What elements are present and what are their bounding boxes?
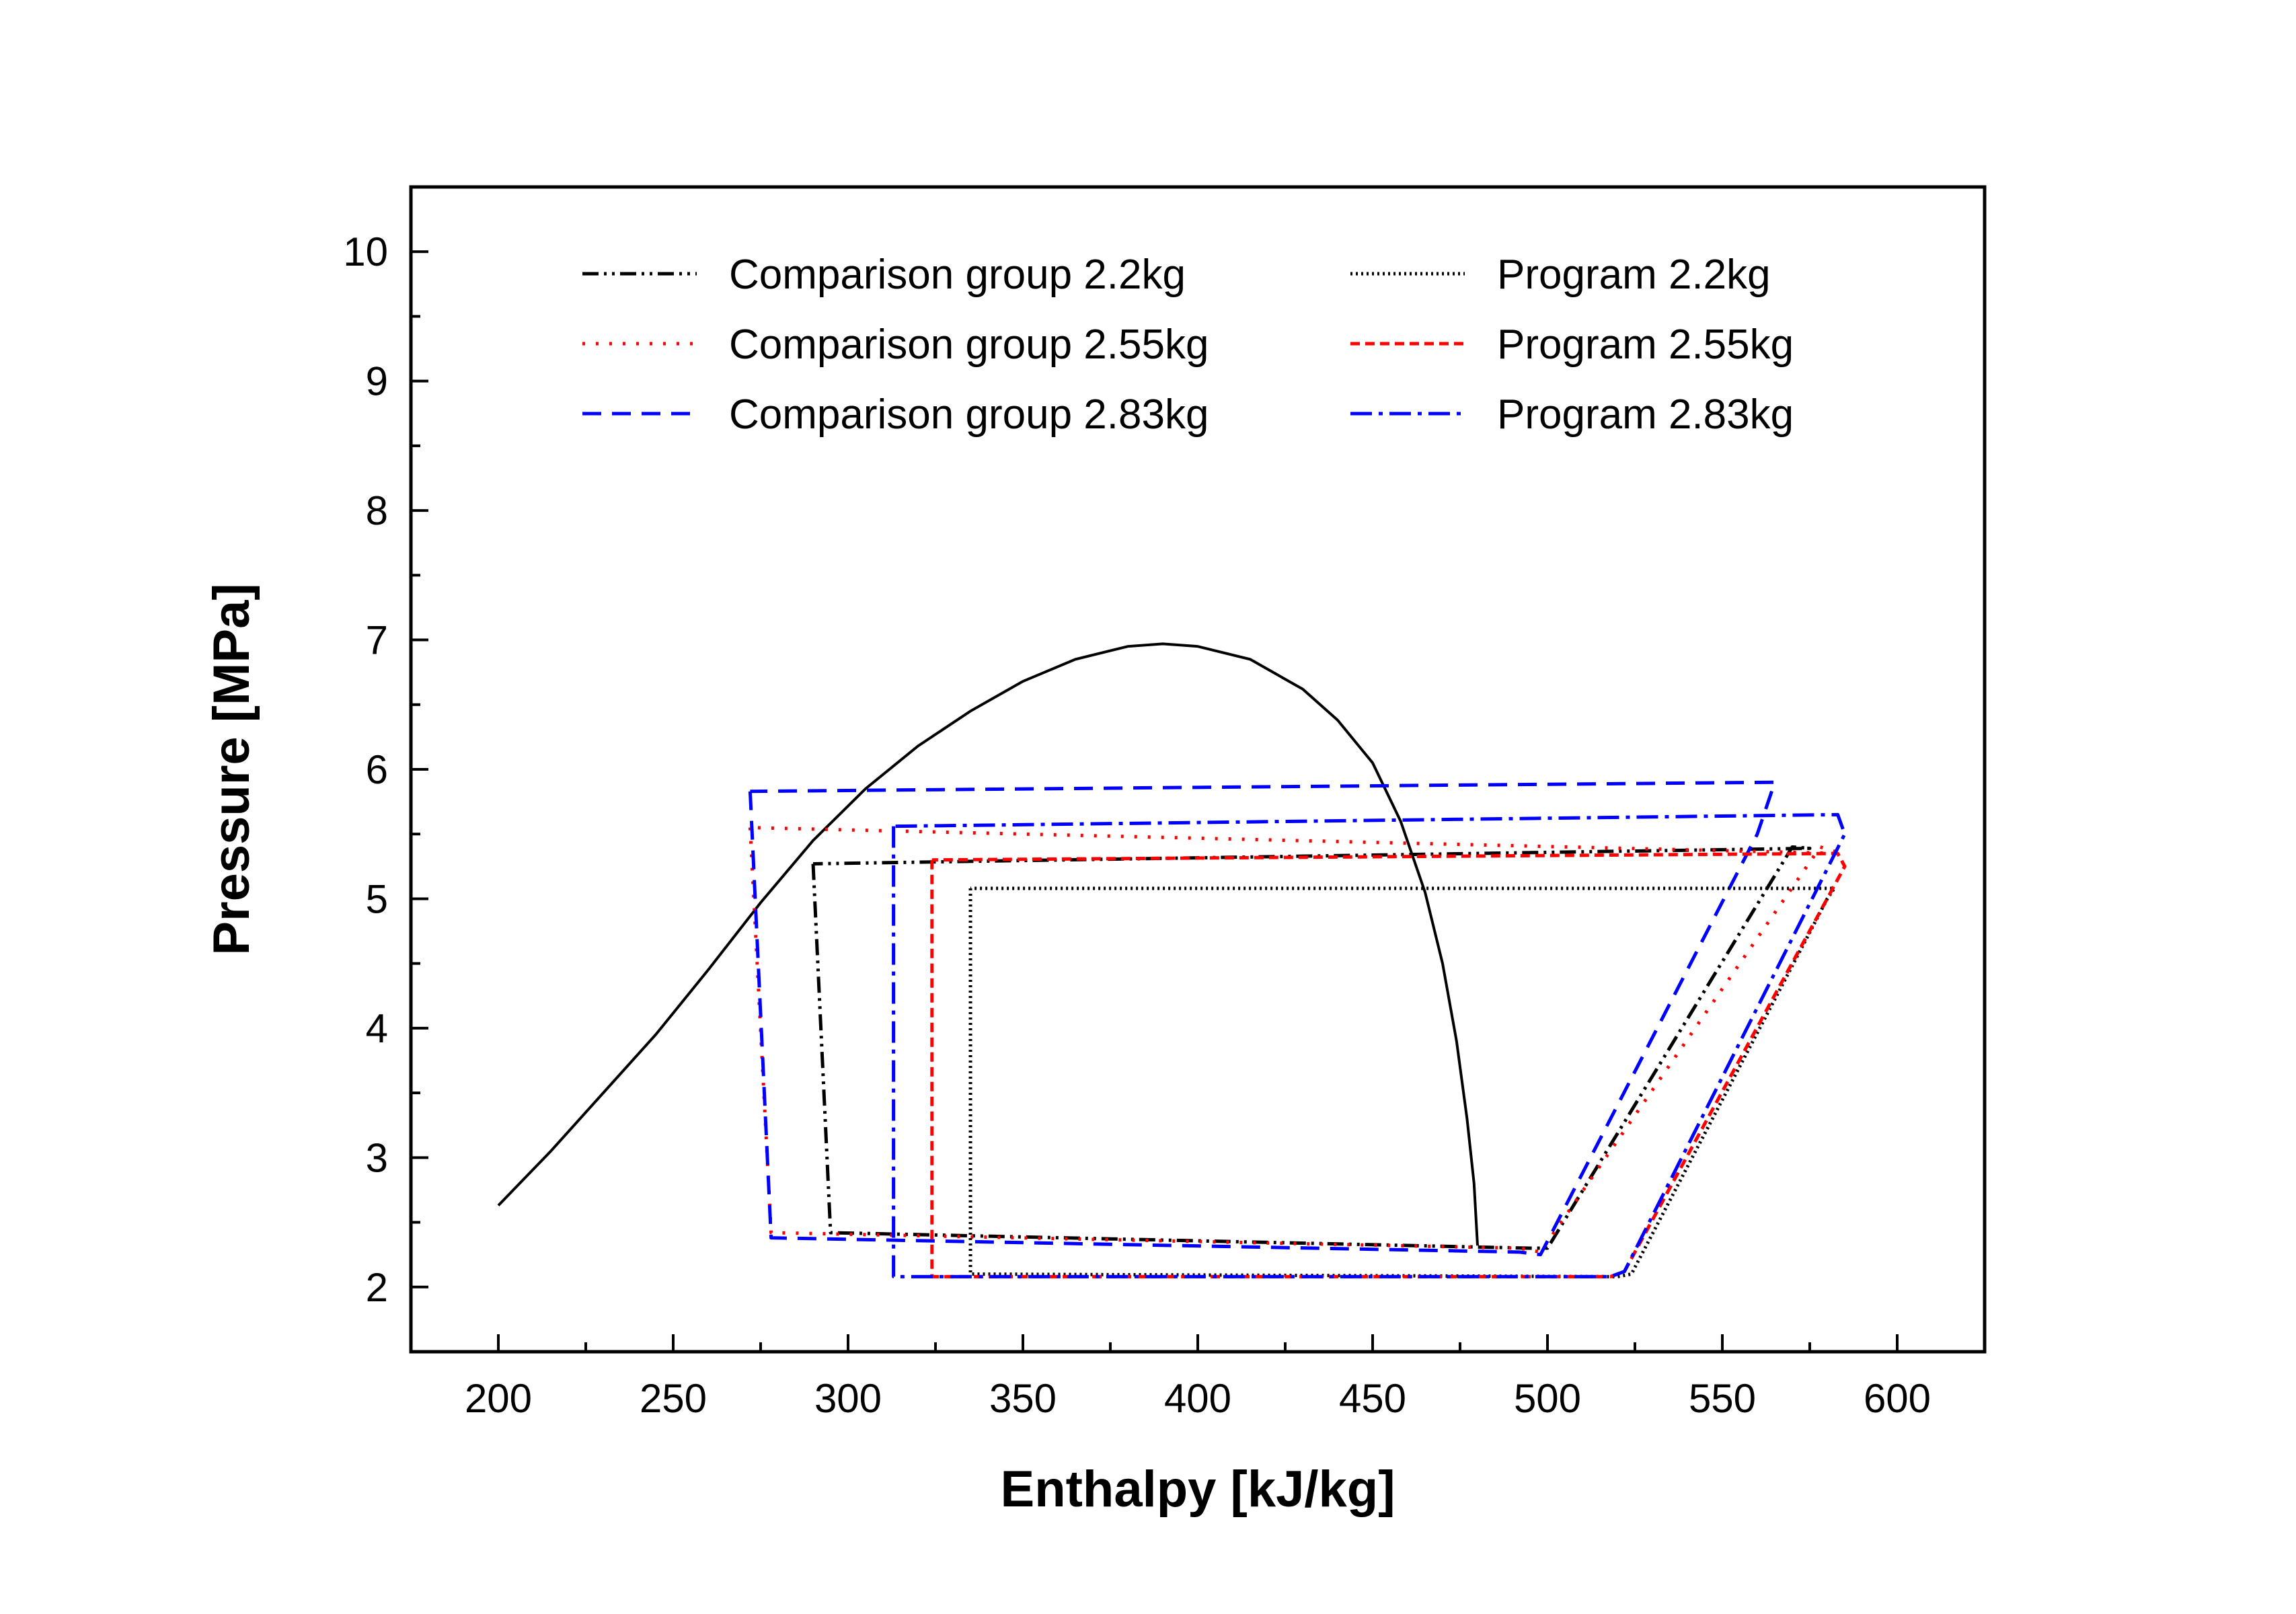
x-tick-label: 250: [640, 1376, 707, 1421]
x-tick-label: 350: [989, 1376, 1057, 1421]
x-tick-label: 600: [1864, 1376, 1931, 1421]
y-tick-label: 10: [343, 229, 388, 274]
y-axis-title: Pressure [MPa]: [203, 583, 260, 955]
legend-label: Comparison group 2.55kg: [729, 321, 1209, 368]
y-tick-label: 7: [366, 618, 388, 663]
x-tick-label: 300: [814, 1376, 882, 1421]
y-tick-label: 6: [366, 747, 388, 792]
x-tick-label: 550: [1689, 1376, 1756, 1421]
series-line: [968, 886, 1836, 1278]
y-tick-label: 3: [366, 1135, 388, 1180]
legend-label: Program 2.83kg: [1497, 391, 1794, 438]
x-tick-label: 450: [1339, 1376, 1406, 1421]
x-tick-label: 500: [1514, 1376, 1581, 1421]
series-line: [748, 780, 1777, 1257]
x-axis: 200 250 300 350 400 450 500 550 600: [465, 1334, 1931, 1421]
y-tick-label: 9: [366, 359, 388, 404]
y-tick-label: 5: [366, 876, 388, 921]
y-tick-label: 8: [366, 488, 388, 533]
x-tick-label: 200: [465, 1376, 532, 1421]
series-line: [892, 812, 1847, 1278]
legend: Comparison group 2.2kg Comparison group 2…: [582, 252, 1794, 438]
y-tick-label: 2: [366, 1265, 388, 1310]
series-line: [811, 845, 1812, 1250]
series-line: [748, 826, 1843, 1254]
legend-label: Program 2.2kg: [1497, 252, 1771, 298]
legend-label: Program 2.55kg: [1497, 321, 1794, 368]
y-tick-label: 4: [366, 1006, 388, 1051]
x-axis-title: Enthalpy [kJ/kg]: [1001, 1461, 1395, 1518]
y-axis: 2 3 4 5 6 7 8 9 10: [343, 229, 428, 1310]
plot-area: [497, 642, 1847, 1278]
legend-label: Comparison group 2.83kg: [729, 391, 1209, 438]
series-line: [930, 851, 1847, 1278]
x-tick-label: 400: [1164, 1376, 1231, 1421]
saturation-dome-line: [497, 642, 1479, 1246]
legend-label: Comparison group 2.2kg: [729, 252, 1186, 298]
